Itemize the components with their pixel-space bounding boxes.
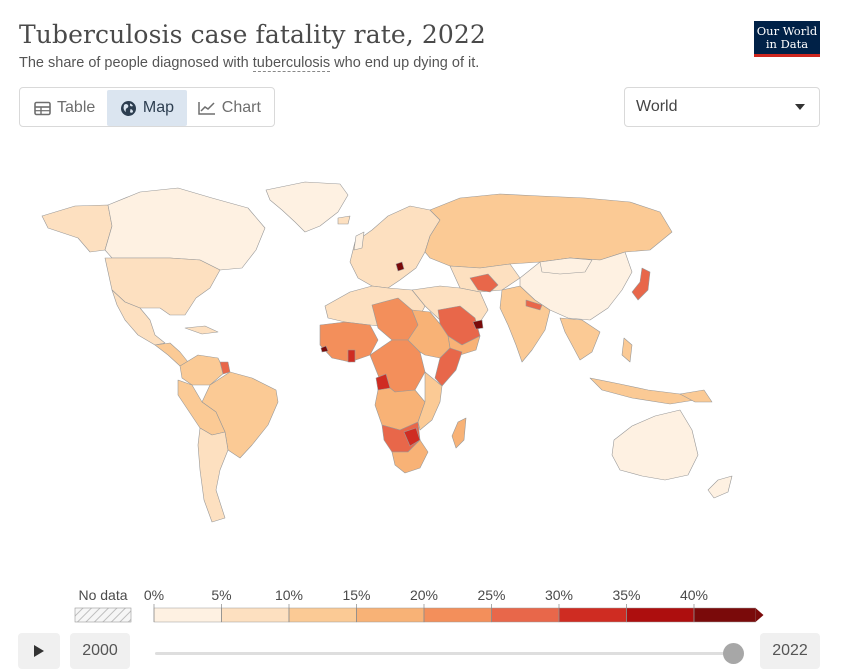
legend-tick-label: 0% [144,587,164,603]
country-japan[interactable] [631,267,651,301]
legend-bins [153,607,764,623]
region-select[interactable]: World [624,87,820,127]
timeline-track[interactable] [155,652,733,655]
tab-chart-label: Chart [221,99,261,116]
legend-tick-label: 10% [275,587,303,603]
country-greenland[interactable] [265,181,349,233]
region-caribbean[interactable] [184,325,219,335]
logo-line-1: Our World [756,24,818,38]
region-select-value: World [636,98,678,115]
timeline-handle[interactable] [723,643,744,664]
country-united-kingdom[interactable] [353,231,365,251]
view-tabs: Table Map Chart [19,87,275,127]
legend-bin-2[interactable] [288,607,357,623]
legend-arrow-icon [755,608,764,622]
country-indonesia[interactable] [589,377,696,405]
chevron-down-icon [795,104,805,110]
timeline-end-year[interactable]: 2022 [760,633,820,669]
country-cameroon[interactable] [375,373,391,391]
legend-ticks: 0% 5% 10% 15% 20% 25% 30% 35% 40% [144,587,708,622]
country-canada[interactable] [104,187,266,271]
country-papua-new-guinea[interactable] [679,389,713,403]
legend-bin-3[interactable] [356,607,425,623]
legend-bin-1[interactable] [221,607,290,623]
legend-bin-5[interactable] [491,607,560,623]
tab-map-label: Map [142,99,175,116]
legend-tick-label: 35% [612,587,640,603]
world-map[interactable] [20,140,780,535]
chart-title: Tuberculosis case fatality rate, 2022 [19,20,486,49]
legend-bin-6[interactable] [558,607,627,623]
region-southeast-asia[interactable] [559,317,601,361]
country-iceland[interactable] [337,215,351,225]
country-south-africa[interactable] [391,439,429,474]
country-ghana[interactable] [347,349,356,363]
region-central-america[interactable] [154,342,189,367]
tab-chart[interactable]: Chart [187,90,272,126]
legend-no-data-label: No data [78,587,127,603]
country-usa-alaska[interactable] [41,204,113,253]
subtitle-prefix: The share of people diagnosed with [19,55,253,71]
tuberculosis-link[interactable]: tuberculosis [252,55,331,72]
country-new-zealand[interactable] [707,475,733,499]
region-argentina-chile[interactable] [197,427,229,523]
subtitle-suffix: who end up dying of it. [330,55,480,71]
legend-bin-4[interactable] [423,607,492,623]
legend-tick-label: 25% [477,587,505,603]
table-icon [34,101,51,115]
line-chart-icon [198,102,215,115]
country-serbia[interactable] [395,261,405,272]
legend-bin-7[interactable] [626,607,695,623]
country-iran[interactable] [469,273,499,293]
country-sierra-leone[interactable] [320,345,329,353]
timeline-start-year[interactable]: 2000 [70,633,130,669]
country-australia[interactable] [611,409,699,481]
owid-logo[interactable]: Our World in Data [754,21,820,57]
legend-no-data-swatch[interactable] [74,607,132,623]
country-mexico[interactable] [111,289,166,346]
tab-table[interactable]: Table [22,90,107,126]
country-uae[interactable] [472,319,484,330]
region-southeast-africa[interactable] [417,371,443,431]
logo-line-2: in Data [765,37,809,51]
legend-tick-label: 5% [211,587,231,603]
country-nepal[interactable] [525,299,543,311]
country-mongolia[interactable] [539,257,593,275]
tab-map[interactable]: Map [107,90,187,126]
legend-bin-0[interactable] [153,607,222,623]
legend-bin-8[interactable] [693,607,756,623]
legend-tick-label: 40% [680,587,708,603]
play-button[interactable] [18,633,60,669]
play-icon [34,645,44,657]
legend-tick-label: 15% [342,587,370,603]
region-colombia-venezuela[interactable] [179,354,226,386]
map-legend: No data 0% 5% 10% 15% 20% 25% 30% 35% 40% [74,587,764,623]
tab-table-label: Table [57,99,96,116]
chart-subtitle: The share of people diagnosed with tuber… [19,55,480,72]
legend-tick-label: 20% [410,587,438,603]
country-philippines[interactable] [621,337,633,363]
globe-icon [120,100,136,116]
country-madagascar[interactable] [451,417,467,449]
timeline: 2000 2022 [0,630,846,669]
legend-tick-label: 30% [545,587,573,603]
country-russia[interactable] [424,193,673,269]
